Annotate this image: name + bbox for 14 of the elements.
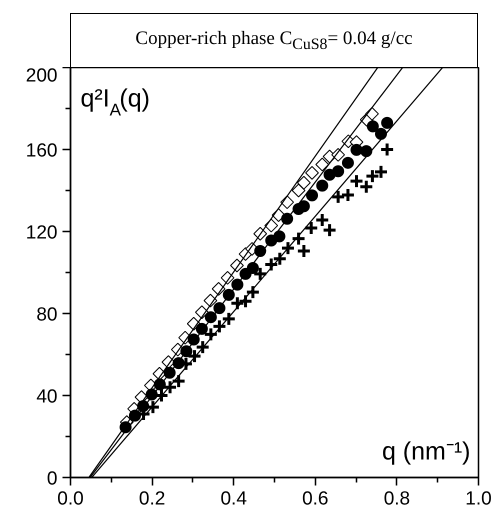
x-axis-title: q (nm⁻¹) [382, 438, 471, 466]
chart-title: Copper-rich phase C$_{CuS8}$= 0.04 g/cc [70, 13, 478, 67]
x-tick-label: 0.0 [57, 488, 84, 510]
x-tick-label: 1.0 [465, 488, 492, 510]
y-tick-label: 80 [36, 304, 58, 326]
y-tick-label: 40 [36, 386, 58, 408]
y-tick-label: 0 [46, 468, 58, 490]
y-tick-label: 200 [26, 66, 58, 86]
y-tick-label: 160 [26, 140, 58, 162]
y-tick-label: 120 [26, 222, 58, 244]
x-tick-label: 0.4 [220, 488, 248, 510]
x-tick-label: 0.6 [302, 488, 329, 510]
x-tick-label: 0.2 [138, 488, 166, 510]
x-tick-label: 0.8 [384, 488, 410, 510]
